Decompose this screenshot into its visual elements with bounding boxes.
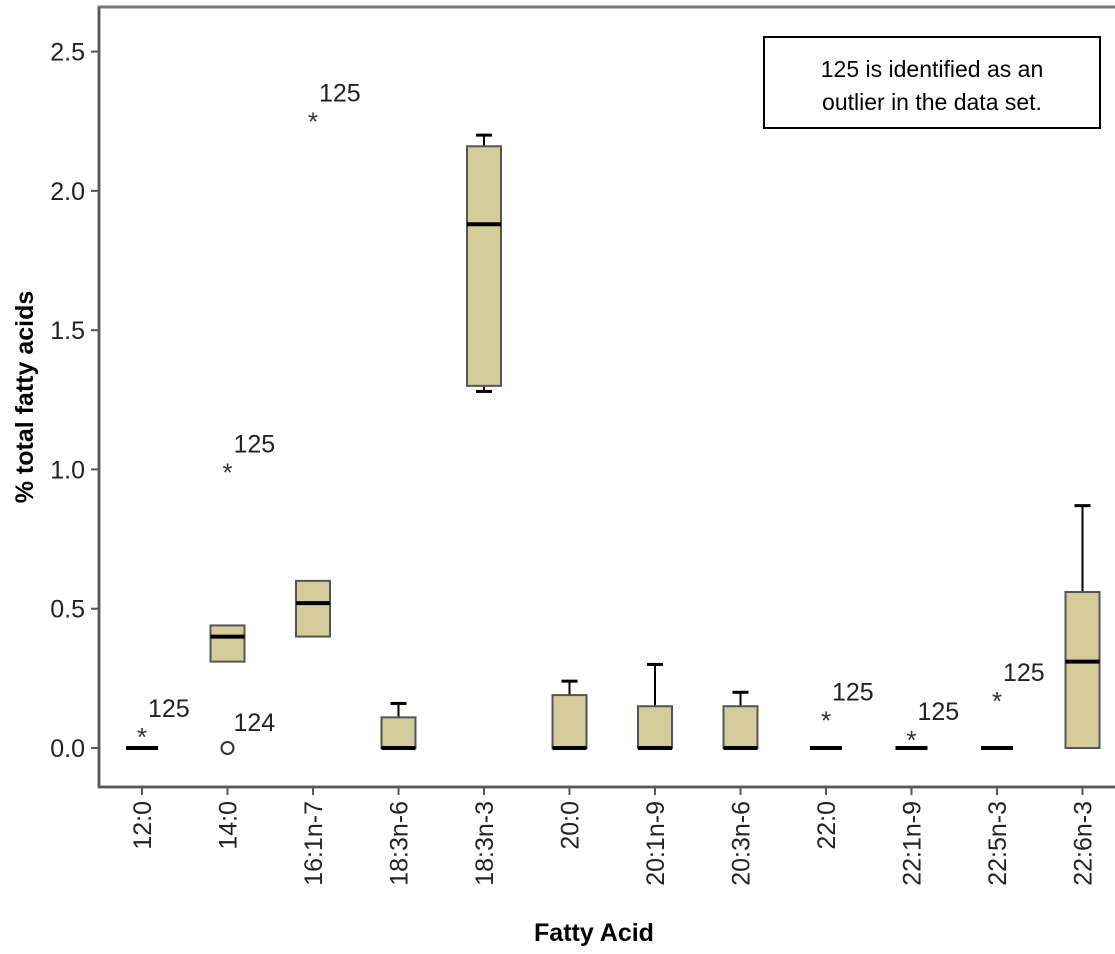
y-tick-label: 0.0 <box>50 735 85 763</box>
outlier-label: 125 <box>1003 659 1045 687</box>
x-axis-ticks: 12:0 14:0 16:1n-7 18:3n-6 18:3n-3 20:0 20:1n-9… <box>129 787 1098 886</box>
y-tick-label: 0.5 <box>50 596 85 624</box>
x-axis-title: Fatty Acid <box>534 919 654 947</box>
outlier-label: 125 <box>148 695 190 723</box>
iqr-box <box>380 716 417 749</box>
outlier-label: 125 <box>234 430 276 458</box>
outlier-label: 125 <box>832 678 874 706</box>
outlier-star-marker: * <box>906 725 916 755</box>
outlier-star-marker: * <box>222 457 232 487</box>
outlier-star-marker: * <box>821 705 831 735</box>
iqr-box <box>637 705 673 750</box>
annotation-line-1: 125 is identified as an <box>821 56 1044 82</box>
x-tick-label: 14:0 <box>215 801 243 850</box>
outlier-circle-marker <box>220 741 235 755</box>
outlier-star-marker: * <box>992 686 1002 716</box>
box-18-3n-3 <box>466 133 502 393</box>
box-16-1n-7 <box>295 579 331 638</box>
y-tick-label: 1.0 <box>50 456 85 484</box>
y-tick-label: 1.5 <box>50 317 85 345</box>
x-tick-label: 22:0 <box>813 801 841 850</box>
x-tick-label: 22:5n-3 <box>984 801 1012 886</box>
x-tick-label: 12:0 <box>129 801 157 850</box>
annotation-note: 125 is identified as an outlier in the d… <box>763 36 1101 129</box>
outlier-star-marker: * <box>308 106 318 136</box>
x-tick-label: 22:6n-3 <box>1070 801 1098 886</box>
y-tick-label: 2.0 <box>50 178 85 206</box>
annotation-box <box>763 36 1101 129</box>
y-axis-ticks: 0.0 0.5 1.0 1.5 2.0 2.5 <box>50 39 99 763</box>
iqr-box <box>1064 591 1101 749</box>
x-tick-label: 16:1n-7 <box>300 801 328 886</box>
iqr-box <box>551 694 588 749</box>
iqr-box <box>466 145 502 387</box>
x-tick-label: 20:1n-9 <box>642 801 670 886</box>
x-tick-label: 18:3n-6 <box>386 801 414 886</box>
box-14-0 <box>209 624 246 663</box>
outlier-star-marker: * <box>137 722 147 752</box>
x-tick-label: 18:3n-3 <box>471 801 499 886</box>
box-series <box>126 133 1101 750</box>
outlier-label: 125 <box>319 79 361 107</box>
x-tick-label: 20:0 <box>557 801 585 850</box>
outlier-label: 124 <box>234 709 276 737</box>
iqr-box <box>209 624 246 663</box>
box-20-1n-9 <box>637 662 673 750</box>
y-tick-label: 2.5 <box>50 39 85 67</box>
y-axis-title: % total fatty acids <box>11 291 39 504</box>
annotation-line-2: outlier in the data set. <box>822 89 1042 115</box>
iqr-box <box>295 579 331 638</box>
iqr-box <box>722 705 759 750</box>
box-22-6n-3 <box>1064 504 1101 749</box>
x-tick-label: 20:3n-6 <box>728 801 756 886</box>
outlier-label: 125 <box>918 698 960 726</box>
x-tick-label: 22:1n-9 <box>899 801 927 886</box>
box-20-3n-6 <box>722 690 759 750</box>
box-20-0 <box>551 679 588 750</box>
box-18-3n-6 <box>380 701 417 750</box>
